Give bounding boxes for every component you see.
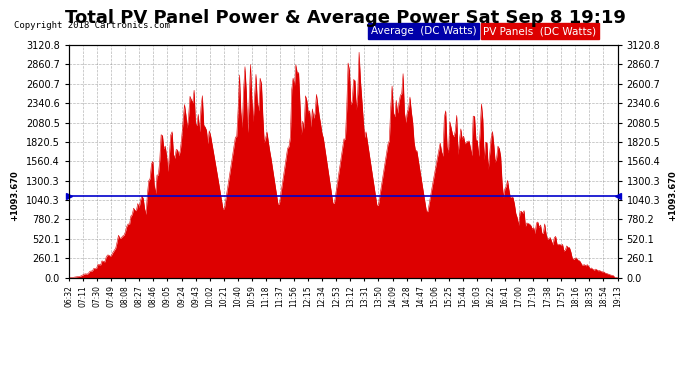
Text: PV Panels  (DC Watts): PV Panels (DC Watts) [483, 26, 596, 36]
Text: +1093.670: +1093.670 [668, 171, 677, 221]
Text: Total PV Panel Power & Average Power Sat Sep 8 19:19: Total PV Panel Power & Average Power Sat… [65, 9, 625, 27]
Text: +1093.670: +1093.670 [10, 171, 19, 221]
Text: Copyright 2018 Cartronics.com: Copyright 2018 Cartronics.com [14, 21, 170, 30]
Text: Average  (DC Watts): Average (DC Watts) [371, 26, 476, 36]
